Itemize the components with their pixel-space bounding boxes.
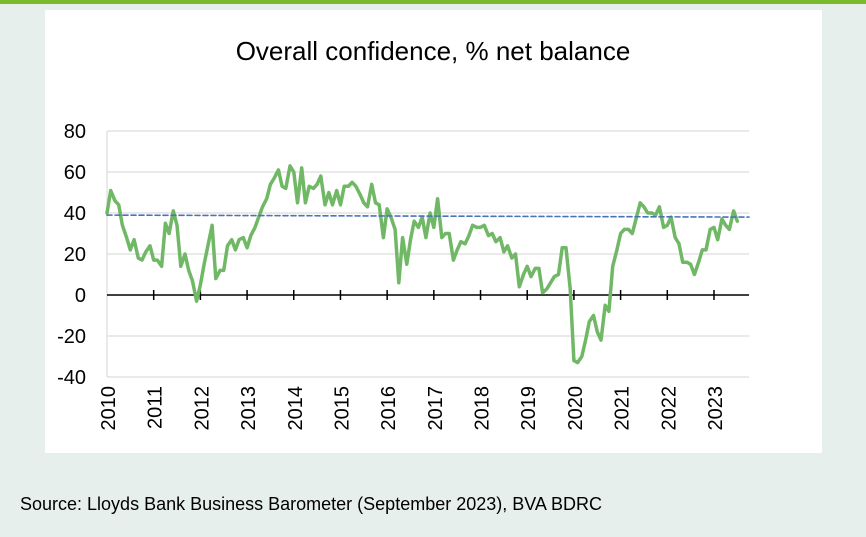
x-tick-label: 2022 xyxy=(658,386,680,431)
y-axis-tick-labels: -40 -20 0 20 40 60 80 xyxy=(57,121,86,389)
x-tick-label: 2016 xyxy=(378,386,400,431)
x-tick-label: 2019 xyxy=(518,386,540,431)
x-tick-label: 2013 xyxy=(238,386,260,431)
confidence-line xyxy=(105,164,740,365)
series-lines xyxy=(105,164,750,365)
x-tick-label: 2014 xyxy=(285,386,307,431)
x-tick-label: 2011 xyxy=(145,386,167,429)
y-tick-label: 0 xyxy=(75,285,86,307)
grid-lines xyxy=(106,130,749,378)
chart-title: Overall confidence, % net balance xyxy=(235,36,631,66)
y-tick-label: 40 xyxy=(64,203,86,225)
x-tick-label: 2012 xyxy=(191,386,213,431)
y-tick-label: -40 xyxy=(57,367,86,389)
average-dashed-line xyxy=(106,214,750,218)
x-tick-label: 2017 xyxy=(425,386,447,431)
y-tick-label: -20 xyxy=(57,326,86,348)
x-tick-label: 2015 xyxy=(331,386,353,431)
y-tick-label: 60 xyxy=(64,162,86,184)
x-tick-label: 2010 xyxy=(98,386,120,431)
x-axis xyxy=(107,290,749,300)
x-tick-label: 2020 xyxy=(565,386,587,431)
x-axis-tick-labels: 2010 2011 2012 2013 2014 2015 2016 2017 2018 2019… xyxy=(98,386,727,431)
x-tick-label: 2021 xyxy=(612,386,634,431)
x-tick-label: 2018 xyxy=(472,386,494,431)
x-tick-label: 2023 xyxy=(705,386,727,431)
chart-panel xyxy=(45,10,822,453)
y-tick-label: 20 xyxy=(64,244,86,266)
top-accent-bar xyxy=(0,0,866,4)
source-note: Source: Lloyds Bank Business Barometer (… xyxy=(20,494,602,514)
y-tick-label: 80 xyxy=(64,121,86,143)
